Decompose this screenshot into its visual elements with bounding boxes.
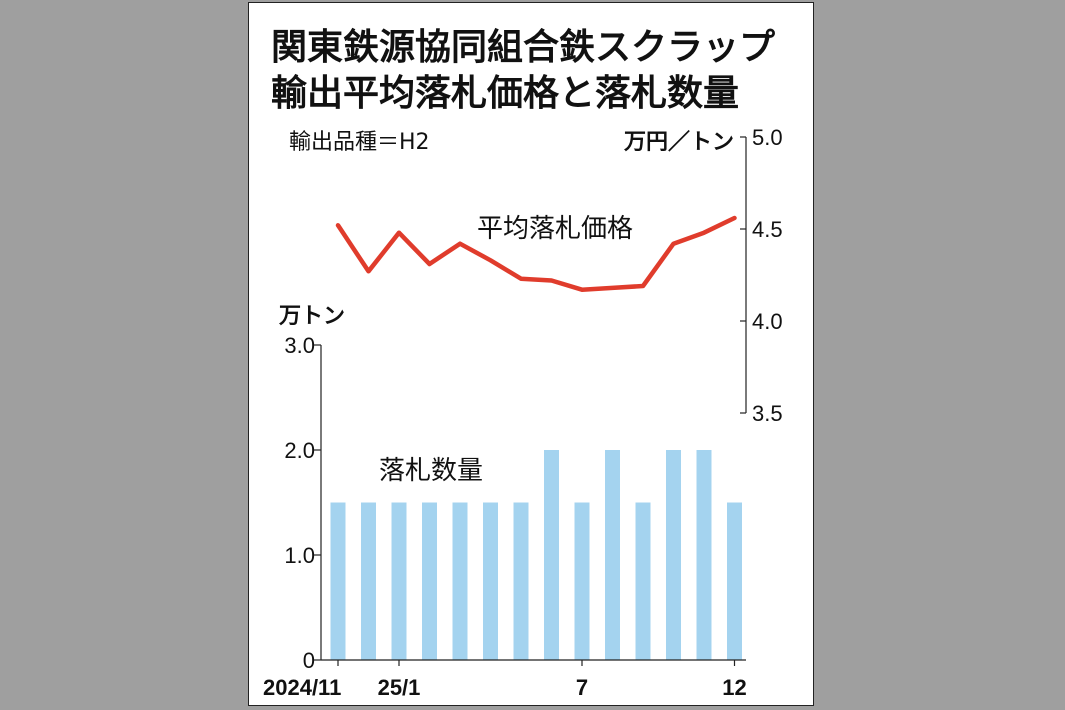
bar-5: [483, 502, 498, 660]
x-tick-label-2: 7: [576, 675, 588, 700]
left-axis: 0 1.0 2.0 3.0: [284, 333, 322, 673]
right-tick-label-3: 5.0: [752, 125, 783, 150]
right-tick-label-1: 4.0: [752, 309, 783, 334]
bar-0: [330, 502, 346, 660]
right-axis: 3.5 4.0 4.5 5.0: [740, 125, 783, 426]
bar-10: [635, 502, 651, 660]
left-tick-label-2: 2.0: [284, 438, 315, 463]
bar-3: [422, 502, 437, 660]
right-tick-label-2: 4.5: [752, 217, 783, 242]
x-tick-label-3: 12: [722, 675, 746, 700]
right-tick-label-0: 3.5: [752, 401, 783, 426]
x-tick-label-0: 2024/11: [263, 675, 341, 700]
bar-1: [361, 502, 376, 660]
bar-13: [727, 502, 742, 660]
bar-12: [696, 450, 712, 660]
bar-series: [330, 450, 742, 660]
bar-8: [574, 502, 590, 660]
left-tick-label-0: 0: [303, 648, 315, 673]
line-series-label: 平均落札価格: [477, 214, 633, 244]
chart-svg: 関東鉄源協同組合鉄スクラップ 輸出平均落札価格と落札数量 輸出品種＝H2 万円／…: [263, 27, 783, 700]
x-tick-label-1: 25/1: [378, 675, 421, 700]
bar-4: [452, 502, 468, 660]
bar-2: [391, 502, 407, 660]
left-tick-label-3: 3.0: [284, 333, 315, 358]
left-tick-label-1: 1.0: [284, 543, 315, 568]
left-axis-unit: 万トン: [278, 304, 345, 329]
x-axis: 2024/11 25/1 7 12: [263, 659, 747, 700]
right-axis-unit: 万円／トン: [623, 130, 734, 155]
bar-series-label: 落札数量: [379, 456, 483, 486]
line-series: [335, 215, 737, 292]
chart-panel: 関東鉄源協同組合鉄スクラップ 輸出平均落札価格と落札数量 輸出品種＝H2 万円／…: [248, 2, 814, 706]
bar-7: [544, 450, 559, 660]
bar-11: [666, 450, 681, 660]
chart-title-line-2: 輸出平均落札価格と落札数量: [271, 73, 739, 114]
bar-6: [513, 502, 529, 660]
price-line: [335, 215, 737, 292]
bar-9: [605, 450, 620, 660]
chart-note: 輸出品種＝H2: [289, 130, 430, 155]
chart-title-line-1: 関東鉄源協同組合鉄スクラップ: [271, 27, 775, 68]
